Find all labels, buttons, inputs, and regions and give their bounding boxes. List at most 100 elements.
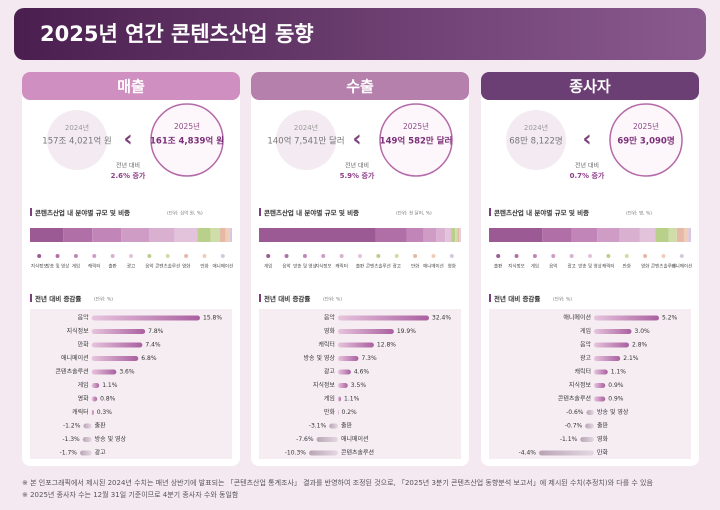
share-category: 음악 <box>549 263 557 270</box>
growth-label: 12.8% <box>377 342 396 349</box>
growth-category: 출판 <box>597 422 609 430</box>
share-category: 방송 및 영상 <box>46 263 70 270</box>
growth-category: 방송 및 영상 <box>597 408 629 416</box>
growth-category: 캐릭터 <box>574 368 591 376</box>
growth-label: -1.1% <box>560 436 578 443</box>
footnote: ※ 2025년 종사자 수는 12월 31일 기준이므로 4분기 종사자 수와 … <box>22 490 239 499</box>
growth-label: 1.1% <box>344 396 360 403</box>
section-marker <box>259 294 261 302</box>
growth-label: 4.6% <box>354 369 370 376</box>
growth-bar <box>594 329 632 334</box>
prev-value: 140억 7,541만 달러 <box>267 136 344 147</box>
share-segment <box>683 228 689 242</box>
legend-dot <box>129 254 133 258</box>
share-segment <box>457 228 460 242</box>
footnote: ※ 본 인포그래픽에서 제시된 2024년 수치는 매년 상반기에 발표되는 「… <box>22 478 653 487</box>
growth-label: -3.1% <box>309 423 327 430</box>
growth-label: 0.2% <box>342 409 358 416</box>
prev-value: 68만 8,122명 <box>509 136 563 147</box>
panel-heading: 종사자 <box>569 78 611 96</box>
curr-year: 2025년 <box>633 121 659 131</box>
growth-label: 3.5% <box>351 382 367 389</box>
share-segment <box>542 228 572 242</box>
legend-dot <box>551 254 556 258</box>
growth-bar <box>539 450 594 456</box>
growth-title: 전년 대비 증감률 <box>35 294 81 303</box>
curr-circle <box>150 103 224 177</box>
section-marker <box>259 208 261 216</box>
share-segment <box>375 228 407 242</box>
share-category: 애니메이션 <box>671 263 692 270</box>
growth-label: -1.2% <box>63 423 81 430</box>
share-category: 방송 및 영상 <box>293 263 317 270</box>
growth-label: 3.6% <box>119 369 135 376</box>
growth-category: 게임 <box>324 395 335 403</box>
share-category: 음악 <box>145 263 153 270</box>
share-category: 출판 <box>494 263 502 270</box>
panel-heading: 매출 <box>117 78 145 96</box>
share-segment <box>219 228 226 242</box>
growth-unit: (단위: %) <box>94 296 113 303</box>
share-category: 콘텐츠솔루션 <box>155 263 180 270</box>
prev-year: 2024년 <box>524 123 548 132</box>
legend-dot <box>37 254 42 258</box>
growth-label: 1.1% <box>611 369 627 376</box>
growth-label: 3.0% <box>635 328 651 335</box>
growth-bar <box>580 437 594 442</box>
growth-bar <box>80 450 92 456</box>
panel-header <box>481 72 699 100</box>
growth-label: 0.9% <box>608 396 624 403</box>
growth-category: 광고 <box>95 450 107 457</box>
share-category: 영화 <box>641 263 649 270</box>
share-segment <box>619 228 640 242</box>
legend-dot <box>413 254 418 258</box>
share-category: 게임 <box>531 263 539 270</box>
growth-bar <box>337 383 348 388</box>
growth-label: 7.3% <box>361 355 377 362</box>
growth-label: -4.4% <box>519 450 537 457</box>
share-segment <box>676 228 684 242</box>
growth-category: 영화 <box>78 395 90 403</box>
share-segment <box>63 228 93 242</box>
share-unit: (단위: 명, %) <box>626 210 652 217</box>
section-marker <box>489 208 491 216</box>
growth-bar <box>337 410 339 415</box>
legend-dot <box>496 254 501 258</box>
growth-category: 음악 <box>324 314 336 322</box>
growth-category: 영화 <box>324 327 336 335</box>
share-segment <box>597 228 620 242</box>
growth-bar <box>337 329 394 334</box>
share-segment <box>459 228 461 242</box>
growth-category: 애니메이션 <box>61 354 89 362</box>
growth-label: -0.7% <box>565 423 583 430</box>
share-category: 캐릭터 <box>602 263 614 270</box>
share-category: 광고 <box>567 263 575 270</box>
share-segment <box>423 228 437 242</box>
growth-category: 게임 <box>580 327 591 335</box>
page-title: 2025년 연간 콘텐츠산업 동향 <box>40 22 314 46</box>
growth-label: 7.8% <box>148 328 164 335</box>
section-marker <box>489 294 491 302</box>
share-segment <box>639 228 656 242</box>
legend-dot <box>321 254 326 258</box>
growth-label: 6.8% <box>141 355 157 362</box>
growth-bar <box>594 356 621 361</box>
change-value: 5.9% 증가 <box>340 171 375 180</box>
growth-bar <box>594 369 608 375</box>
share-category: 영화 <box>448 263 456 270</box>
legend-dot <box>376 254 381 258</box>
share-category: 음악 <box>282 263 290 270</box>
share-segment <box>30 228 64 242</box>
curr-circle <box>379 103 453 177</box>
share-segment <box>210 228 220 242</box>
share-segment <box>148 228 175 242</box>
share-segment <box>460 228 461 242</box>
growth-bar <box>337 315 429 321</box>
growth-label: 0.9% <box>608 382 624 389</box>
share-segment <box>445 228 452 242</box>
change-value: 0.7% 증가 <box>570 171 605 180</box>
share-segment <box>92 228 122 242</box>
growth-category: 콘텐츠솔루션 <box>341 449 374 457</box>
share-category: 영화 <box>182 263 190 270</box>
